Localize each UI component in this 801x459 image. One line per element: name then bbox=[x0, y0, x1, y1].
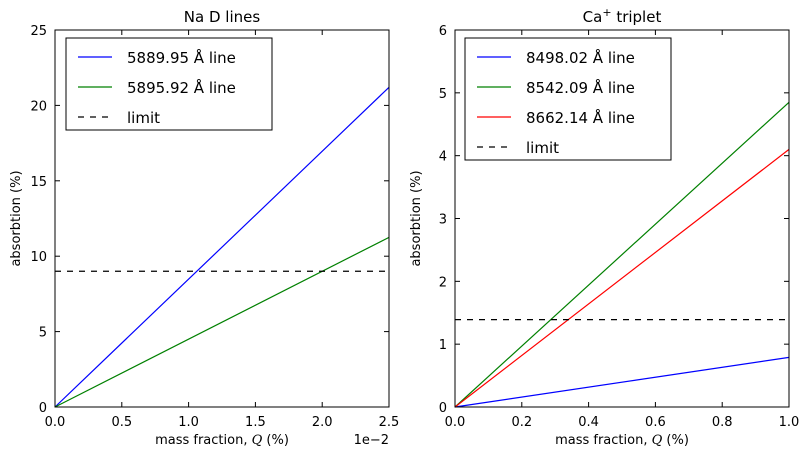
y-tick-label: 4 bbox=[439, 150, 447, 165]
chart-title: Na D lines bbox=[184, 8, 261, 26]
legend-label: limit bbox=[127, 109, 160, 127]
x-tick-label: 0.0 bbox=[45, 415, 66, 430]
x-axis-label: mass fraction, Q (%) bbox=[155, 433, 289, 448]
y-tick-label: 5 bbox=[439, 87, 447, 102]
x-axis-label: mass fraction, Q (%) bbox=[555, 433, 689, 448]
chart-panel-1: 0.0 0.5 1.0 1.5 2.0 2.5 0 5 10 15 20 25 1e−2 Na D lin… bbox=[9, 8, 399, 448]
legend-box bbox=[464, 37, 672, 161]
legend-label: limit bbox=[526, 139, 559, 157]
series-line-1 bbox=[54, 86, 390, 408]
chart-title: Ca+ triplet bbox=[583, 6, 662, 26]
series-line-1 bbox=[454, 356, 790, 408]
y-tick-label: 20 bbox=[30, 99, 47, 114]
y-tick-label: 0 bbox=[439, 401, 447, 416]
legend-box bbox=[65, 37, 273, 131]
series-line-3 bbox=[454, 148, 790, 408]
x-tick-label: 1.0 bbox=[178, 415, 199, 430]
legend-label: 8498.02 Å line bbox=[526, 48, 635, 67]
legend-label: 5895.92 Å line bbox=[127, 78, 236, 97]
x-tick-label: 0.2 bbox=[511, 415, 532, 430]
legend-label: 8542.09 Å line bbox=[526, 78, 635, 97]
y-axis-label: absorbtion (%) bbox=[9, 170, 24, 266]
x-tick-label: 2.0 bbox=[312, 415, 333, 430]
axes-frame bbox=[54, 29, 390, 408]
legend-label: 5889.95 Å line bbox=[127, 48, 236, 67]
y-tick-label: 15 bbox=[30, 175, 47, 190]
series-line-2 bbox=[54, 236, 390, 408]
y-tick-label: 6 bbox=[439, 24, 447, 39]
x-tick-label: 0.8 bbox=[712, 415, 733, 430]
x-tick-label: 1.5 bbox=[245, 415, 266, 430]
y-tick-label: 10 bbox=[30, 250, 47, 265]
x-scale-label: 1e−2 bbox=[354, 433, 389, 448]
y-tick-label: 2 bbox=[439, 275, 447, 290]
x-tick-label: 0.6 bbox=[645, 415, 666, 430]
y-tick-label: 3 bbox=[439, 213, 447, 228]
x-tick-label: 2.5 bbox=[379, 415, 400, 430]
y-tick-label: 5 bbox=[39, 326, 47, 341]
series-line-2 bbox=[454, 101, 790, 408]
chart-panel-2: 0.0 0.2 0.4 0.6 0.8 1.0 0 1 2 3 4 5 6 Ca+ triplet mass… bbox=[409, 6, 799, 448]
y-axis-label: absorbtion (%) bbox=[409, 170, 424, 266]
legend-label: 8662.14 Å line bbox=[526, 108, 635, 127]
y-tick-label: 25 bbox=[30, 24, 47, 39]
x-tick-label: 1.0 bbox=[779, 415, 800, 430]
legend: 8498.02 Å line 8542.09 Å line 8662.14 Å li… bbox=[464, 37, 672, 161]
x-tick-label: 0.5 bbox=[111, 415, 132, 430]
x-tick-label: 0.0 bbox=[445, 415, 466, 430]
legend: 5889.95 Å line 5895.92 Å line limit bbox=[65, 37, 273, 131]
x-tick-label: 0.4 bbox=[578, 415, 599, 430]
y-tick-label: 0 bbox=[39, 401, 47, 416]
y-tick-label: 1 bbox=[439, 338, 447, 353]
